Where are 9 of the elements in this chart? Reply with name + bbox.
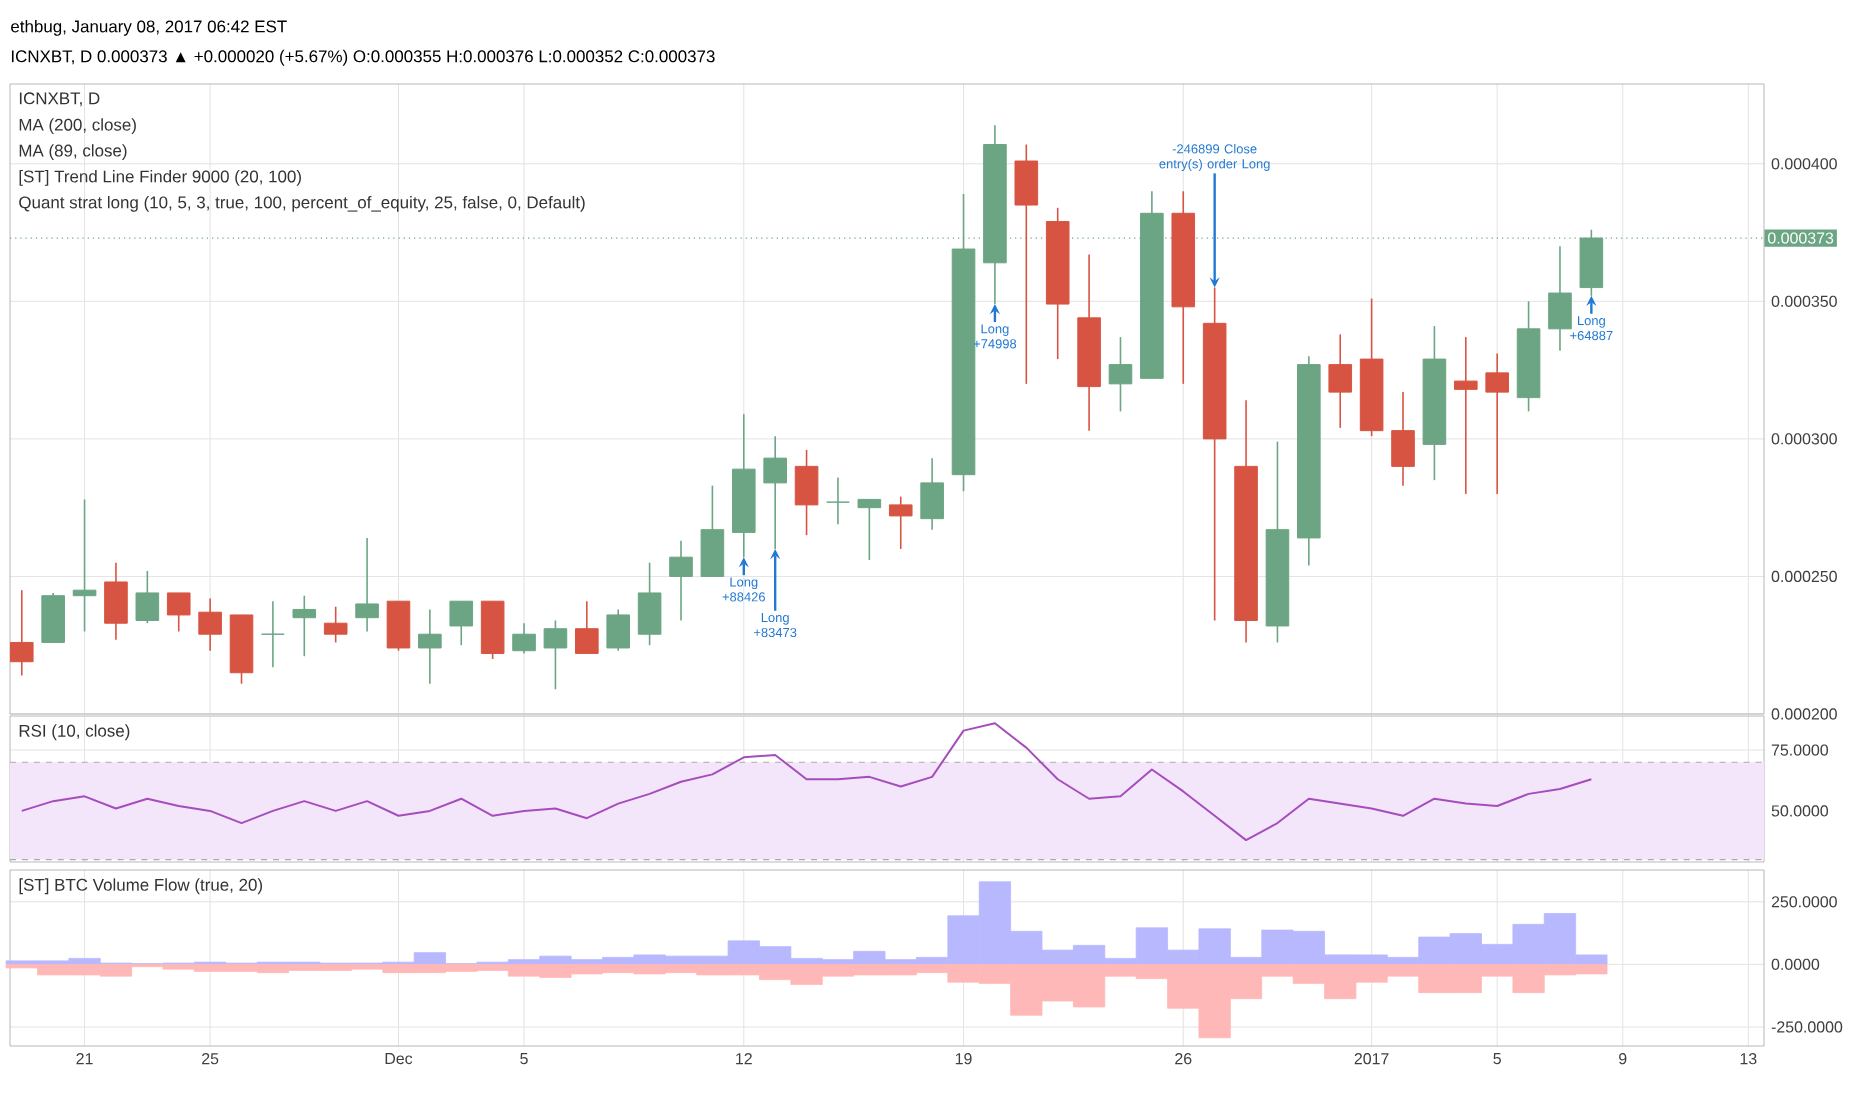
chart-title: ethbug, January 08, 2017 06:42 EST (11, 19, 287, 36)
chart-subtitle: ICNXBT, D 0.000373 ▲ +0.000020 (+5.67%) O:0.000355 H:0.000376 L:0.000352 C:0.000373 (11, 49, 715, 66)
annotation: MA (89, close) (19, 144, 127, 160)
annotation: Quant strat long (10, 5, 3, true, 100, percent_of_equity, 25, false, 0, Default) (19, 195, 585, 212)
annotation: MA (200, close) (19, 118, 136, 135)
annotation: RSI (10, close) (19, 724, 130, 741)
annotation: [ST] Trend Line Finder 9000 (20, 100) (19, 170, 301, 186)
annotation: [ST] BTC Volume Flow (true, 20) (19, 878, 263, 895)
annotation: ICNXBT, D (19, 92, 100, 107)
